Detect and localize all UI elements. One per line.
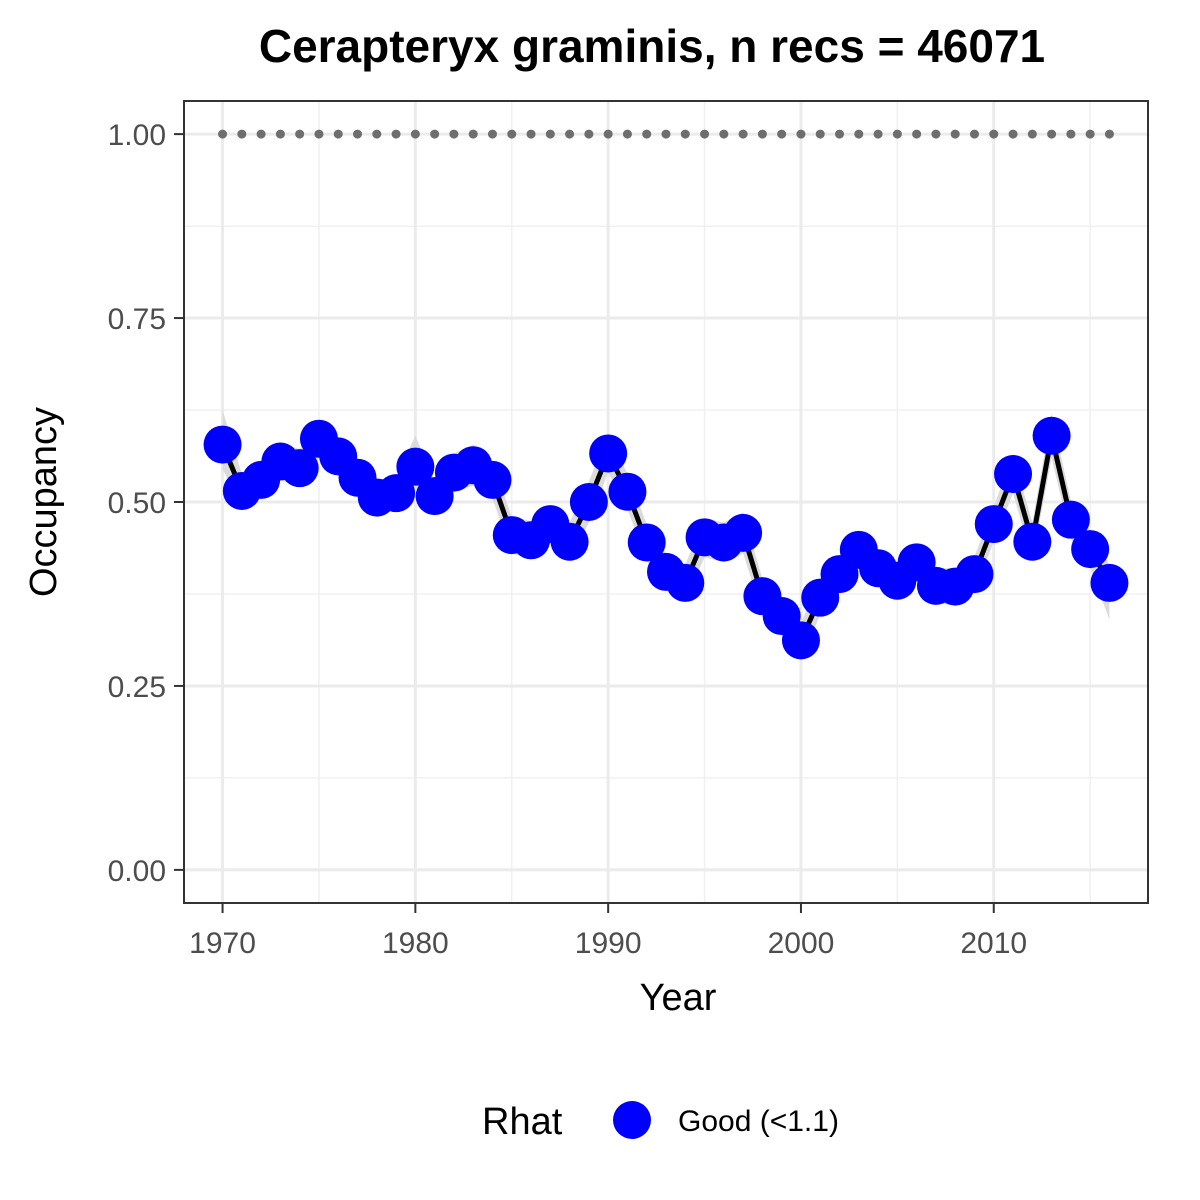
y-tick-label: 1.00 [108, 119, 166, 152]
reference-point [1104, 129, 1114, 139]
reference-point [815, 129, 825, 139]
reference-point [1047, 129, 1057, 139]
x-axis: 1970 1980 1990 2000 2010 [189, 903, 1027, 960]
data-point [974, 505, 1013, 544]
reference-point [468, 129, 478, 139]
reference-point [545, 129, 555, 139]
reference-line-points [218, 129, 1114, 139]
data-point [627, 523, 666, 562]
data-point [608, 472, 647, 511]
reference-point [931, 129, 941, 139]
reference-point [275, 129, 285, 139]
legend: Rhat Good (<1.1) [482, 1101, 839, 1143]
y-tick-label: 0.25 [108, 671, 166, 704]
y-axis-title: Occupancy [23, 407, 65, 597]
reference-point [1085, 129, 1095, 139]
reference-point [969, 129, 979, 139]
y-axis: 0.00 0.25 0.50 0.75 1.00 [108, 119, 184, 888]
reference-point [218, 129, 228, 139]
reference-point [256, 129, 266, 139]
reference-point [391, 129, 401, 139]
x-tick-label: 2000 [768, 927, 835, 960]
reference-point [353, 129, 363, 139]
data-point [1032, 416, 1071, 455]
reference-point [835, 129, 845, 139]
reference-point [449, 129, 459, 139]
reference-point [989, 129, 999, 139]
reference-point [603, 129, 613, 139]
data-point [1090, 563, 1129, 602]
data-point [724, 513, 763, 552]
reference-point [950, 129, 960, 139]
reference-point [295, 129, 305, 139]
data-point [589, 434, 628, 473]
reference-point [738, 129, 748, 139]
reference-point [526, 129, 536, 139]
data-point [377, 474, 416, 513]
data-point [994, 455, 1033, 494]
reference-point [854, 129, 864, 139]
x-axis-title: Year [640, 977, 717, 1019]
major-gridlines [184, 101, 1148, 903]
data-point [955, 555, 994, 594]
data-point [396, 447, 435, 486]
reference-point [873, 129, 883, 139]
reference-point [700, 129, 710, 139]
reference-point [1027, 129, 1037, 139]
y-tick-label: 0.75 [108, 303, 166, 336]
data-point [550, 522, 589, 561]
confidence-ribbon [222, 410, 1110, 658]
chart-title: Cerapteryx graminis, n recs = 46071 [259, 20, 1045, 72]
reference-point [1066, 129, 1076, 139]
reference-point [622, 129, 632, 139]
reference-point [680, 129, 690, 139]
reference-point [796, 129, 806, 139]
data-point [1013, 522, 1052, 561]
reference-point [642, 129, 652, 139]
reference-point [1008, 129, 1018, 139]
legend-key-good [613, 1101, 651, 1139]
reference-point [430, 129, 440, 139]
data-point [666, 563, 705, 602]
reference-point [372, 129, 382, 139]
x-tick-label: 1990 [575, 927, 642, 960]
data-point [473, 460, 512, 499]
occupancy-points [203, 416, 1129, 660]
reference-point [565, 129, 575, 139]
data-point [1071, 530, 1110, 569]
data-point [781, 621, 820, 660]
y-tick-label: 0.00 [108, 855, 166, 888]
data-point [569, 483, 608, 521]
reference-point [661, 129, 671, 139]
reference-point [410, 129, 420, 139]
reference-point [912, 129, 922, 139]
x-tick-label: 2010 [960, 927, 1027, 960]
reference-point [777, 129, 787, 139]
legend-label-good: Good (<1.1) [678, 1105, 839, 1138]
data-point [280, 449, 319, 488]
y-tick-label: 0.50 [108, 487, 166, 520]
reference-point [237, 129, 247, 139]
reference-point [584, 129, 594, 139]
x-tick-label: 1970 [189, 927, 256, 960]
x-tick-label: 1980 [382, 927, 449, 960]
reference-point [892, 129, 902, 139]
data-point [1051, 500, 1090, 539]
reference-point [314, 129, 324, 139]
reference-point [719, 129, 729, 139]
data-point [203, 425, 242, 464]
ribbon-area [222, 410, 1110, 658]
reference-point [507, 129, 517, 139]
reference-point [487, 129, 497, 139]
legend-title: Rhat [482, 1101, 563, 1143]
reference-point [333, 129, 343, 139]
reference-point [757, 129, 767, 139]
